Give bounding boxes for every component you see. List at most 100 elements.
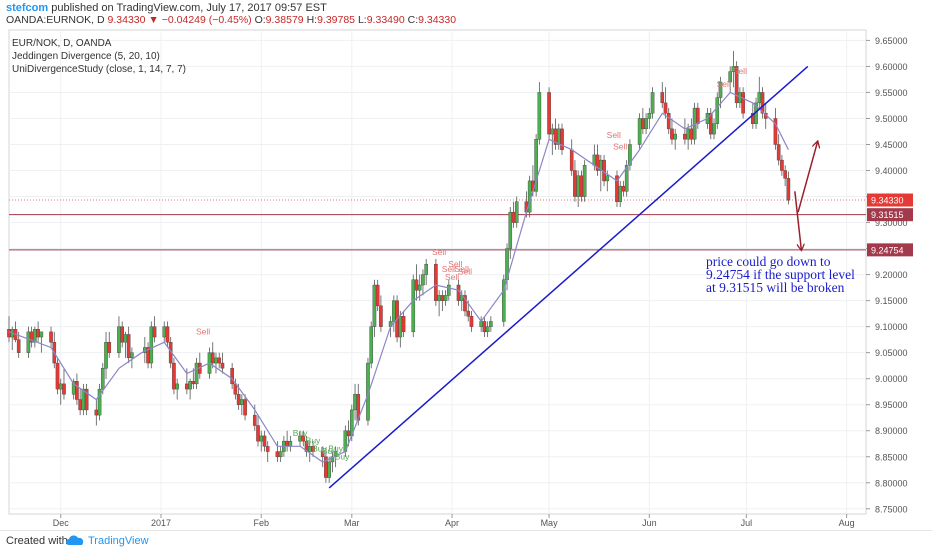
candle-body — [573, 170, 577, 197]
candle — [582, 160, 587, 202]
signal-label: Buy — [312, 444, 327, 454]
tradingview-brand[interactable]: TradingView — [88, 535, 149, 547]
candle — [149, 321, 154, 369]
price-tag-label: 9.34330 — [871, 196, 904, 206]
close-label: C: — [407, 14, 419, 26]
candle-body — [508, 211, 513, 249]
candle — [715, 92, 720, 129]
candle-body — [398, 316, 403, 338]
trend-lines[interactable] — [328, 65, 817, 489]
signal-label: Sell — [445, 272, 459, 282]
candle — [783, 165, 787, 187]
candle — [375, 279, 380, 312]
candle-body — [84, 388, 89, 411]
candle-body — [123, 334, 128, 343]
y-tick-label: 9.00000 — [875, 374, 908, 384]
candle — [615, 170, 619, 207]
x-tick-label: Mar — [344, 518, 360, 528]
candle-body — [683, 133, 687, 140]
candle-body — [16, 339, 21, 353]
candle-body — [243, 399, 247, 416]
price-tag: 9.24754 — [867, 243, 913, 257]
candle-body — [421, 274, 425, 286]
candle-body — [333, 451, 338, 457]
candle-body — [773, 118, 778, 145]
price-tag: 9.34330 — [867, 193, 913, 207]
candle-body — [185, 383, 189, 390]
candle-body — [734, 66, 739, 104]
candle-body — [320, 451, 325, 457]
candle-body — [660, 92, 665, 104]
candle-body — [366, 362, 370, 421]
candle-body — [728, 71, 732, 83]
candle-body — [259, 435, 264, 442]
candle — [220, 352, 225, 374]
candle-body — [33, 329, 37, 343]
candle — [320, 446, 325, 468]
candle — [104, 331, 108, 379]
candle-body — [278, 451, 283, 457]
candle-body — [194, 362, 199, 385]
candle — [537, 82, 542, 145]
candle-body — [411, 279, 416, 333]
candle-body — [236, 394, 241, 405]
moving-average — [8, 91, 789, 463]
candle-body — [443, 295, 448, 301]
y-tick-label: 8.75000 — [875, 504, 908, 514]
candle-body — [757, 92, 762, 104]
candle-body — [414, 279, 419, 291]
candle-body — [172, 362, 176, 390]
price-tag-bg — [867, 243, 913, 257]
candle-body — [547, 92, 551, 135]
candle — [327, 456, 331, 483]
candle — [75, 373, 79, 405]
legend-jeddingen: Jeddingen Divergence (5, 20, 10) — [12, 51, 160, 62]
last-price: 9.34330 — [107, 14, 146, 26]
signal-label: Buy — [335, 451, 350, 461]
candle-body — [120, 326, 124, 343]
annotation-text[interactable]: price could go down to 9.24754 if the su… — [706, 254, 855, 295]
author-name[interactable]: stefcom — [6, 2, 49, 14]
signal-label: Buy — [322, 446, 337, 456]
candle — [637, 113, 642, 150]
price-chart[interactable]: SellSellSellSellSellSellSellSellSellSell… — [0, 0, 932, 530]
candle — [366, 357, 370, 426]
candle-body — [288, 440, 293, 447]
y-tick-label: 9.45000 — [875, 140, 908, 150]
candle-body — [262, 435, 267, 447]
candle-body — [689, 128, 694, 140]
candle-body — [220, 362, 225, 369]
candle — [217, 352, 222, 369]
candle — [469, 311, 474, 332]
candle-body — [126, 334, 131, 359]
candle-body — [100, 368, 105, 390]
high-value: 9.39785 — [317, 14, 356, 26]
time-axis[interactable]: Dec 2017 Feb Mar Apr May Jun Jul Aug — [53, 514, 855, 528]
chart-legend: EUR/NOK, D, OANDA Jeddingen Divergence (… — [12, 38, 186, 75]
high-label: H: — [306, 14, 318, 26]
x-tick-label: Dec — [53, 518, 70, 528]
candle-body — [673, 133, 677, 140]
x-tick-label: Jul — [741, 518, 753, 528]
candle-body — [569, 149, 574, 171]
candle-body — [49, 331, 53, 343]
y-tick-label: 9.55000 — [875, 88, 908, 98]
signal-labels: SellSellSellSellSellSellSellSellSellSell… — [196, 66, 747, 461]
candle-body — [560, 128, 564, 150]
candle — [152, 316, 157, 343]
signal-label: Sell — [607, 130, 621, 140]
candle — [49, 326, 53, 348]
candle-body — [514, 201, 519, 223]
candle — [172, 357, 176, 395]
candle-body — [621, 185, 626, 192]
candle-body — [666, 113, 671, 130]
candle — [489, 316, 493, 332]
candle-body — [149, 326, 154, 364]
candle-body — [696, 107, 700, 124]
price-axis[interactable]: 9.65000 9.60000 9.55000 9.50000 9.45000 9.400… — [866, 36, 913, 514]
candle-body — [624, 165, 629, 192]
y-tick-label: 8.90000 — [875, 426, 908, 436]
price-tag-bg — [867, 193, 913, 207]
candle-body — [188, 381, 192, 390]
candle-body — [330, 456, 335, 463]
